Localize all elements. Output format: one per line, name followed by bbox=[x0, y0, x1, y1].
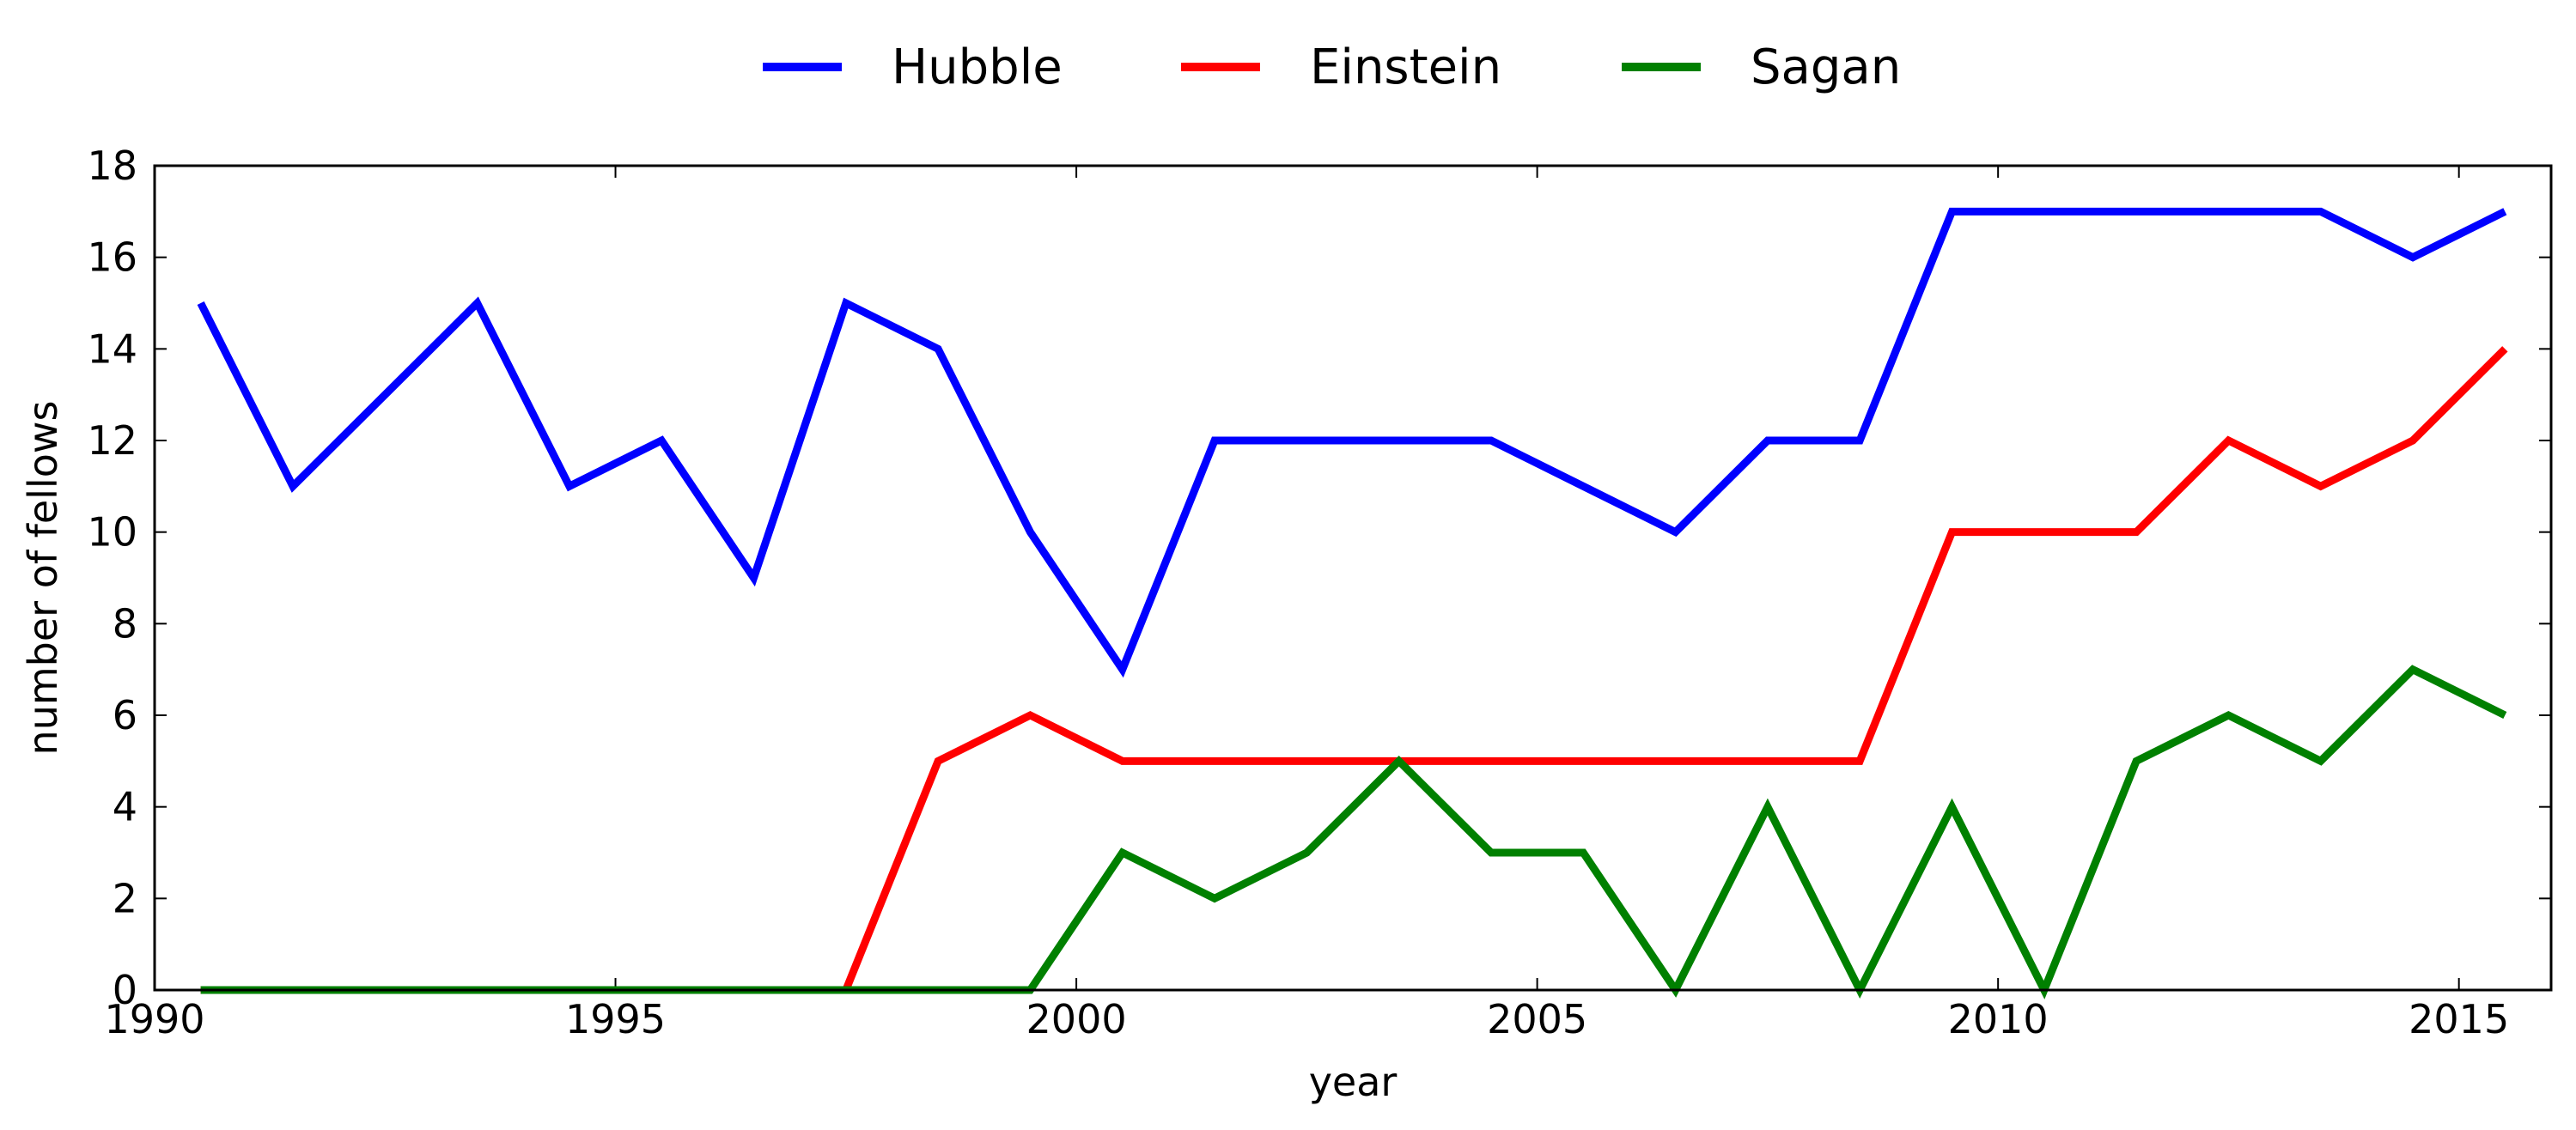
y-tick-label: 14 bbox=[87, 325, 137, 372]
y-tick-label: 4 bbox=[113, 784, 137, 830]
y-tick-label: 2 bbox=[113, 875, 137, 921]
x-tick-label: 2000 bbox=[1026, 996, 1127, 1042]
y-tick-label: 18 bbox=[87, 143, 137, 189]
y-tick-label: 6 bbox=[113, 692, 137, 738]
y-tick-label: 10 bbox=[87, 509, 137, 556]
y-tick-label: 8 bbox=[113, 600, 137, 647]
axis-ticks: 1990 1995 2000 2005 2010 2015 0 2 4 6 8 10 12 14 16 18 bbox=[87, 143, 2551, 1042]
x-tick-label: 1990 bbox=[104, 996, 204, 1042]
y-tick-label: 12 bbox=[87, 417, 137, 464]
x-tick-label: 1995 bbox=[565, 996, 666, 1042]
legend: Hubble Einstein Sagan bbox=[763, 39, 1901, 95]
y-tick-label: 16 bbox=[87, 234, 137, 281]
legend-label-sagan: Sagan bbox=[1751, 39, 1901, 95]
series-line-hubble bbox=[197, 207, 2507, 678]
y-axis-label: number of fellows bbox=[20, 401, 66, 756]
series-lines bbox=[197, 207, 2508, 999]
x-axis-label: year bbox=[1309, 1059, 1398, 1105]
legend-label-hubble: Hubble bbox=[892, 39, 1063, 95]
plot-frame bbox=[153, 164, 2553, 992]
legend-label-einstein: Einstein bbox=[1310, 39, 1501, 95]
y-tick-label: 0 bbox=[113, 967, 137, 1013]
x-tick-label: 2005 bbox=[1487, 996, 1587, 1042]
x-tick-label: 2015 bbox=[2409, 996, 2509, 1042]
x-tick-label: 2010 bbox=[1948, 996, 2049, 1042]
series-line-sagan bbox=[200, 665, 2507, 999]
